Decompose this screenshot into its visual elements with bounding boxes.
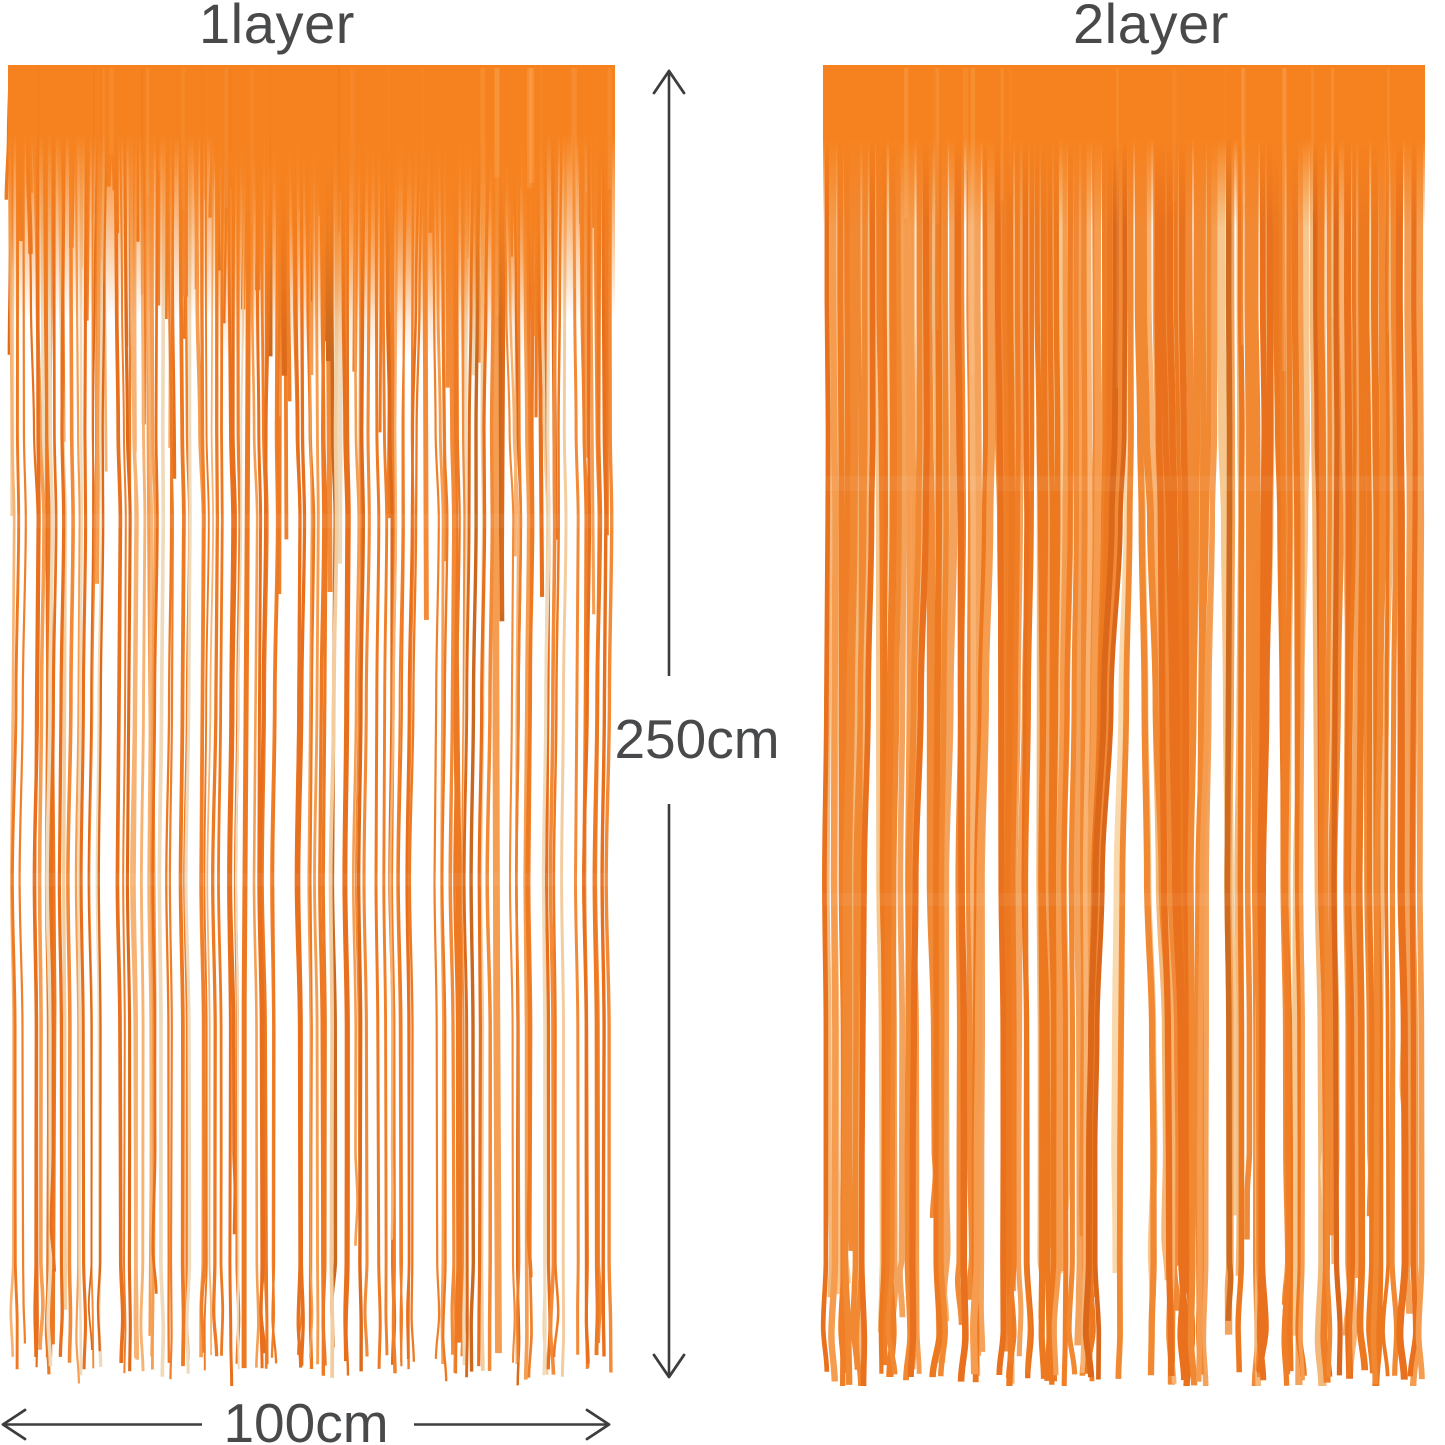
svg-text:1layer: 1layer — [199, 0, 355, 55]
svg-text:2layer: 2layer — [1073, 0, 1229, 55]
svg-text:100cm: 100cm — [223, 1392, 388, 1445]
svg-text:250cm: 250cm — [614, 708, 779, 770]
